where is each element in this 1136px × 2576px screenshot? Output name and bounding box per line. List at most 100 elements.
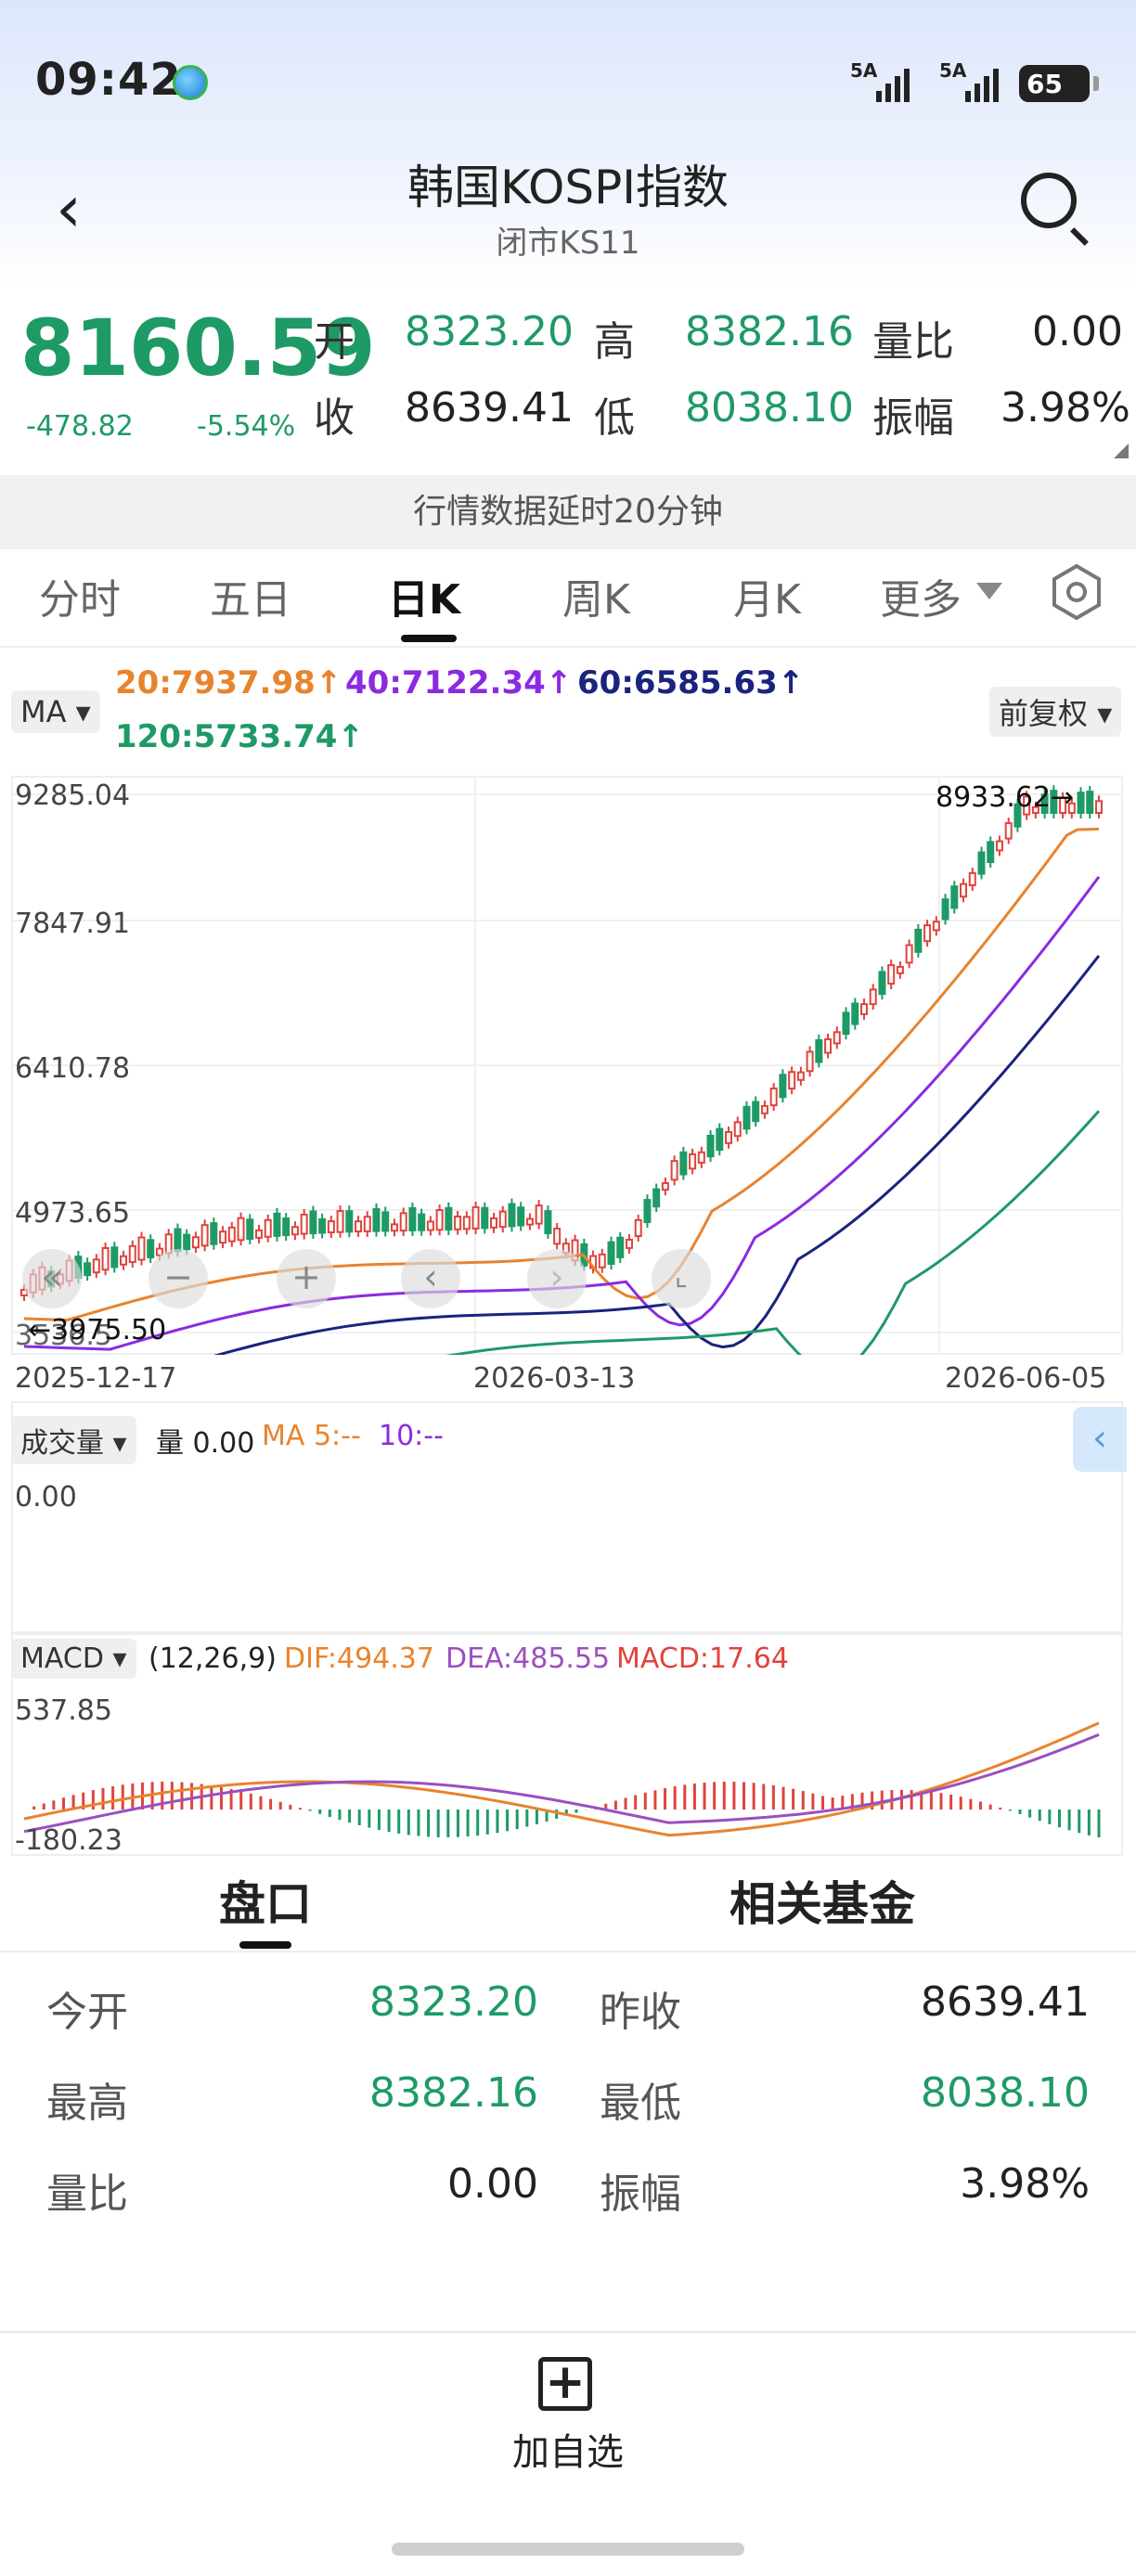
- status-time: 09:42: [35, 54, 182, 106]
- adjust-selector[interactable]: 前复权 ▾: [989, 687, 1122, 737]
- candle: [418, 1213, 426, 1231]
- add-watchlist-button[interactable]: 加自选: [512, 2431, 624, 2474]
- ma20-value: 20:7937.98↑: [115, 664, 342, 702]
- candle: [670, 1160, 678, 1181]
- candle: [697, 1151, 705, 1164]
- collapse-panel-icon[interactable]: ‹: [1073, 1407, 1127, 1472]
- candle: [625, 1238, 633, 1249]
- detail-prev-close-label: 昨收: [600, 1989, 681, 2036]
- tab-underline: [401, 635, 457, 642]
- candle: [968, 871, 976, 886]
- add-watchlist-icon[interactable]: +: [538, 2357, 592, 2411]
- ma-selector[interactable]: MA ▾: [11, 690, 100, 733]
- y-label-3: 4973.65: [15, 1197, 131, 1230]
- zoom-in-icon[interactable]: +: [277, 1249, 336, 1308]
- home-indicator[interactable]: [392, 2543, 744, 2556]
- amplitude-value: 3.98%: [1000, 384, 1130, 431]
- signal-label-2: 5A: [939, 59, 967, 82]
- ma40-value: 40:7122.34↑: [345, 664, 573, 702]
- chart-settings-icon[interactable]: [1047, 562, 1106, 622]
- candle: [914, 928, 923, 953]
- candle: [616, 1236, 625, 1258]
- tab-more[interactable]: 更多: [880, 576, 962, 624]
- search-icon[interactable]: [1021, 173, 1077, 228]
- x-label-end: 2026-06-05: [945, 1362, 1107, 1395]
- divider: [0, 1951, 1136, 1952]
- back-button[interactable]: ‹: [56, 171, 82, 247]
- candle: [905, 944, 913, 964]
- macd-chart-frame: [11, 1633, 1123, 1856]
- candle: [1067, 802, 1076, 814]
- candle: [607, 1241, 615, 1265]
- candle: [498, 1210, 507, 1229]
- candle: [318, 1217, 327, 1234]
- y-label-1: 7847.91: [15, 908, 131, 940]
- ma-selector-label: MA: [20, 694, 67, 729]
- detail-high-label: 最高: [46, 2080, 128, 2127]
- ma60-value: 60:6585.63↑: [577, 664, 805, 702]
- candle: [517, 1206, 525, 1227]
- candle: [1086, 791, 1094, 814]
- candle: [1013, 803, 1022, 828]
- candle: [643, 1199, 652, 1224]
- candle: [779, 1074, 787, 1099]
- candle: [806, 1050, 814, 1073]
- candle: [210, 1222, 218, 1245]
- volume-ma5: MA 5:--: [262, 1420, 361, 1452]
- prev-close-value: 8639.41: [405, 384, 574, 431]
- macd-selector[interactable]: MACD ▾: [11, 1639, 136, 1679]
- macd-params: (12,26,9): [148, 1642, 277, 1675]
- fullscreen-icon[interactable]: ⌞: [652, 1249, 711, 1308]
- header-background: [0, 0, 1136, 288]
- high-label: 高: [594, 318, 635, 366]
- candle: [661, 1181, 669, 1191]
- volume-y-label: 0.00: [15, 1481, 77, 1513]
- expand-corner-icon[interactable]: [1114, 444, 1129, 458]
- scroll-right-icon[interactable]: ›: [527, 1249, 587, 1308]
- battery-level: 65: [1026, 68, 1063, 99]
- candle: [553, 1227, 562, 1245]
- candle: [796, 1071, 805, 1081]
- y-label-0: 9285.04: [15, 779, 131, 812]
- candle: [435, 1209, 444, 1231]
- candle: [426, 1220, 434, 1231]
- scroll-left-icon[interactable]: ‹: [401, 1249, 460, 1308]
- candle: [381, 1211, 390, 1232]
- candle: [842, 1011, 850, 1036]
- candle: [508, 1203, 516, 1228]
- candle: [327, 1220, 335, 1234]
- candle: [950, 885, 959, 909]
- divider: [0, 2331, 1136, 2333]
- tab-five-day[interactable]: 五日: [210, 576, 291, 624]
- candle: [227, 1226, 236, 1243]
- macd-chart[interactable]: [11, 1633, 1123, 1856]
- detail-high-value: 8382.16: [369, 2069, 538, 2117]
- tab-monthly-k[interactable]: 月K: [733, 576, 801, 624]
- adjust-selector-label: 前复权: [999, 696, 1089, 731]
- candle: [598, 1253, 606, 1269]
- dea-line: [23, 1732, 1100, 1834]
- volume-selector-label: 成交量: [20, 1427, 104, 1460]
- scroll-left-fast-icon[interactable]: «: [22, 1249, 82, 1308]
- tab-order-book[interactable]: 盘口: [219, 1877, 312, 1931]
- candle: [725, 1130, 733, 1144]
- volume-selector[interactable]: 成交量 ▾: [11, 1416, 136, 1464]
- ma60-line: [213, 954, 1101, 1355]
- ma120-value: 120:5733.74↑: [115, 718, 364, 755]
- signal-bars-1-icon: [876, 65, 910, 102]
- candle: [1040, 793, 1049, 814]
- open-label: 开: [314, 318, 355, 366]
- vol-ratio-label: 量比: [872, 318, 954, 366]
- candle: [1095, 800, 1103, 814]
- tab-weekly-k[interactable]: 周K: [562, 576, 630, 624]
- detail-open-value: 8323.20: [369, 1978, 538, 2026]
- detail-low-value: 8038.10: [921, 2069, 1090, 2117]
- candle: [1077, 792, 1085, 814]
- ma120-line: [445, 1110, 1101, 1355]
- tab-intraday[interactable]: 分时: [39, 576, 121, 624]
- chevron-down-icon: [976, 583, 1002, 599]
- tab-daily-k[interactable]: 日K: [388, 576, 461, 624]
- tab-related-funds[interactable]: 相关基金: [729, 1877, 915, 1931]
- candle: [219, 1230, 227, 1244]
- zoom-out-icon[interactable]: −: [148, 1249, 208, 1308]
